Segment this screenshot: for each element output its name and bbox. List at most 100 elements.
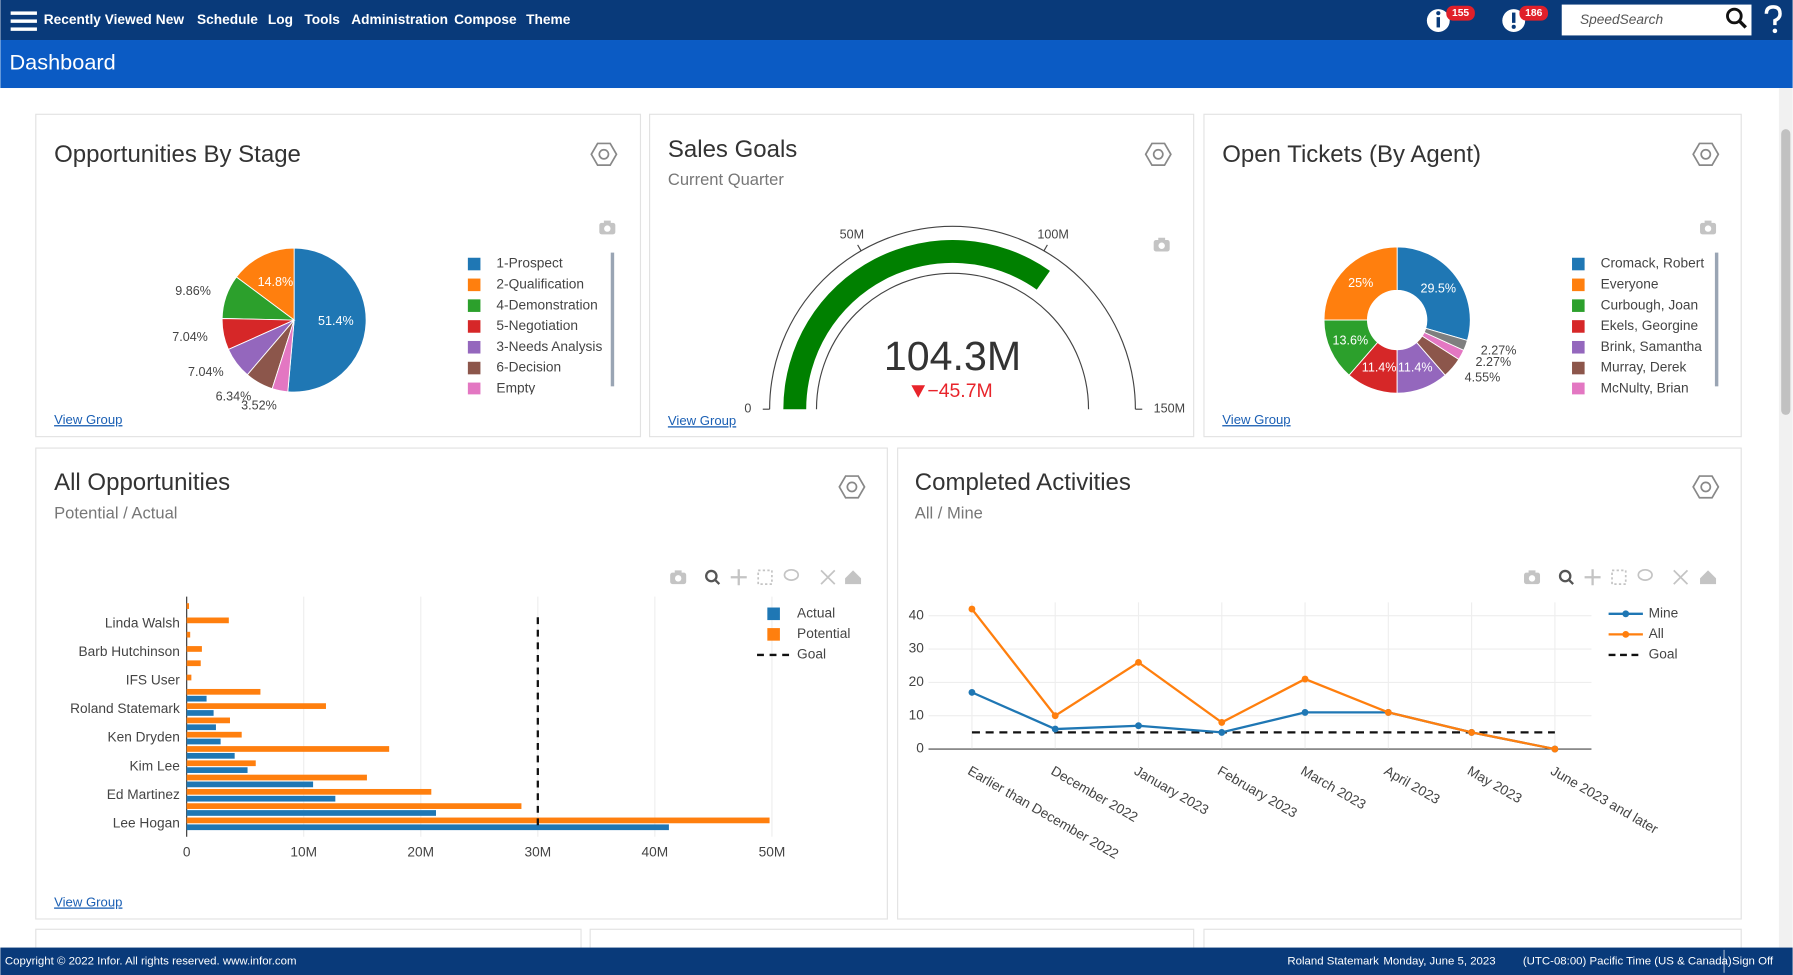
- legend-scrollbar: [611, 253, 614, 387]
- bar: [187, 732, 242, 738]
- slice-label: 14.8%: [258, 275, 294, 289]
- gauge-tick-label: 150M: [1154, 402, 1185, 416]
- slice-label: 3.52%: [241, 399, 277, 413]
- line-marker: [1551, 746, 1558, 753]
- legend-label: 2-Qualification: [496, 276, 584, 291]
- nav-item[interactable]: Tools: [304, 12, 340, 27]
- nav-item[interactable]: New: [156, 12, 185, 27]
- y-tick-label: 40: [909, 607, 925, 622]
- bar: [187, 724, 216, 730]
- legend-label: Potential: [797, 626, 850, 641]
- line-marker: [969, 606, 976, 613]
- menu-icon[interactable]: [11, 11, 37, 30]
- y-tick-label: 20: [909, 674, 925, 689]
- legend-label: Goal: [1649, 647, 1678, 662]
- scrollbar-thumb[interactable]: [1781, 129, 1790, 415]
- page-title: Dashboard: [10, 50, 116, 75]
- bar: [187, 718, 230, 724]
- x-tick-label: 50M: [759, 844, 786, 859]
- bar: [187, 739, 221, 745]
- line-marker: [1302, 676, 1309, 683]
- panel-subtitle: Current Quarter: [668, 170, 784, 189]
- nav-item[interactable]: Administration: [351, 12, 448, 27]
- slice-label: 9.86%: [175, 284, 211, 298]
- line-marker: [1468, 729, 1475, 736]
- gauge-tick-label: 0: [744, 402, 751, 416]
- footer-timezone: (UTC-08:00) Pacific Time (US & Canada): [1523, 955, 1732, 967]
- x-tick-label: 40M: [642, 844, 669, 859]
- badge-count: 155: [1452, 8, 1469, 19]
- bar: [187, 660, 201, 666]
- view-group-link[interactable]: View Group: [1222, 412, 1290, 427]
- camera-glyph: [675, 570, 682, 573]
- legend-label: Brink, Samantha: [1601, 339, 1703, 354]
- camera-glyph: [1705, 221, 1712, 224]
- slice-label: 11.4%: [1398, 361, 1433, 375]
- line-marker: [1218, 719, 1225, 726]
- bar: [187, 810, 436, 816]
- slice-label: 13.6%: [1333, 334, 1369, 348]
- legend-label: Ekels, Georgine: [1601, 318, 1699, 333]
- legend-swatch: [767, 608, 780, 621]
- legend-label: 3-Needs Analysis: [496, 339, 602, 354]
- help-glyph: [1773, 29, 1778, 34]
- line-marker: [1052, 726, 1059, 733]
- gauge-tick-label: 50M: [840, 227, 864, 241]
- line-marker: [1135, 659, 1142, 666]
- camera-glyph: [1158, 243, 1164, 249]
- legend-swatch: [468, 341, 481, 354]
- legend-swatch: [767, 628, 780, 641]
- legend-swatch: [468, 279, 481, 292]
- legend-label: Murray, Derek: [1601, 360, 1687, 375]
- camera-glyph: [1529, 575, 1535, 581]
- legend-marker: [1622, 631, 1629, 638]
- line-marker: [1302, 709, 1309, 716]
- nav-item[interactable]: Schedule: [197, 12, 258, 27]
- bar: [187, 753, 235, 759]
- slice-label: 4.55%: [1465, 371, 1501, 385]
- slice-label: 7.04%: [172, 330, 208, 344]
- nav-item[interactable]: Recently Viewed: [44, 12, 152, 27]
- gauge-delta: −45.7M: [927, 380, 992, 402]
- info-glyph: [1437, 17, 1440, 27]
- panel-subtitle: Potential / Actual: [54, 504, 177, 523]
- slice-label: 29.5%: [1420, 281, 1456, 295]
- bar: [187, 824, 669, 830]
- slice-label: 2.27%: [1481, 343, 1517, 357]
- view-group-link[interactable]: View Group: [54, 894, 122, 909]
- nav-item[interactable]: Compose: [454, 12, 517, 27]
- info-glyph: [1436, 11, 1440, 15]
- y-tick-label: Lee Hogan: [113, 815, 180, 830]
- nav-item[interactable]: Theme: [526, 12, 571, 27]
- bar: [187, 803, 522, 809]
- legend-label: Actual: [797, 605, 835, 620]
- view-group-link[interactable]: View Group: [54, 412, 122, 427]
- y-tick-label: Ed Martinez: [107, 787, 180, 802]
- legend-swatch: [1572, 383, 1585, 396]
- badge-count: 186: [1525, 8, 1542, 19]
- y-tick-label: 30: [909, 641, 925, 656]
- panel-title: Opportunities By Stage: [54, 141, 301, 168]
- legend-label: 4-Demonstration: [496, 297, 597, 312]
- bar: [187, 689, 261, 695]
- line-marker: [1135, 722, 1142, 729]
- y-tick-label: Ken Dryden: [107, 730, 179, 745]
- legend-swatch: [468, 320, 481, 333]
- bar: [187, 618, 229, 624]
- panel-title: All Opportunities: [54, 469, 230, 496]
- legend-label: Cromack, Robert: [1601, 256, 1705, 271]
- sign-off[interactable]: Sign Off: [1732, 955, 1774, 967]
- footer-date: Monday, June 5, 2023: [1383, 955, 1495, 967]
- search-placeholder: SpeedSearch: [1580, 12, 1663, 27]
- legend-label: Everyone: [1601, 276, 1659, 291]
- camera-glyph: [604, 221, 611, 224]
- gauge-tick-label: 100M: [1037, 227, 1068, 241]
- bar: [187, 703, 326, 709]
- alert-glyph: [1512, 13, 1515, 23]
- bar: [187, 746, 389, 752]
- nav-item[interactable]: Log: [268, 12, 293, 27]
- legend-label: 6-Decision: [496, 360, 561, 375]
- bar: [187, 796, 336, 802]
- view-group-link[interactable]: View Group: [668, 413, 736, 428]
- legend-swatch: [468, 383, 481, 396]
